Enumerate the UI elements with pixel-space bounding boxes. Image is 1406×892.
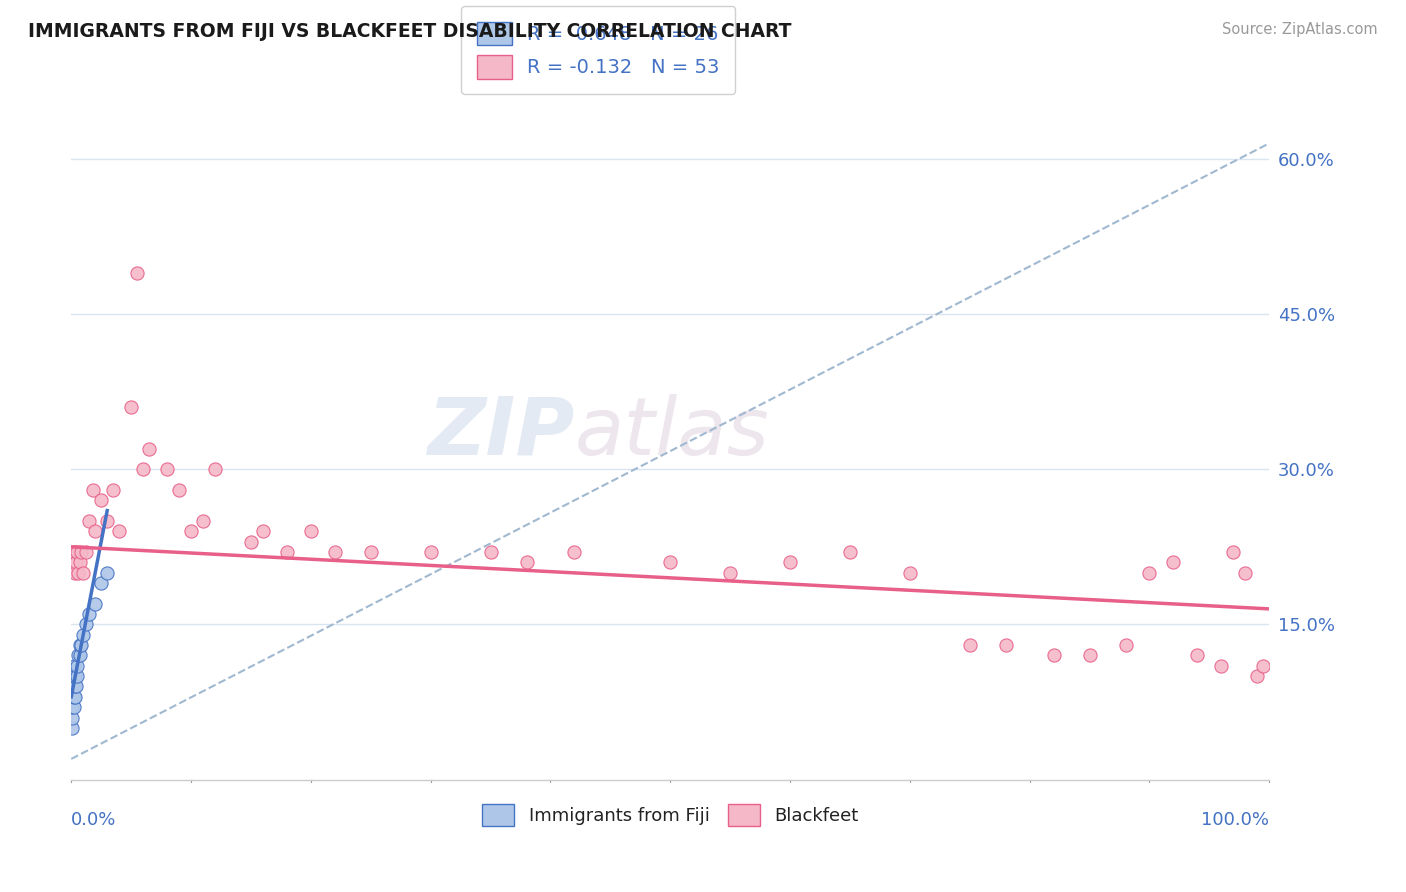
Point [180,524,202,539]
Point [90,576,112,591]
Point [96,514,118,528]
Point [82,483,104,497]
Point [75,617,97,632]
Point [69,545,91,559]
Point [515,555,537,569]
Point [1078,648,1101,663]
Point [62,721,84,735]
Point [564,545,586,559]
Point [138,442,160,456]
Text: IMMIGRANTS FROM FIJI VS BLACKFEET DISABILITY CORRELATION CHART: IMMIGRANTS FROM FIJI VS BLACKFEET DISABI… [28,22,792,41]
Point [62,700,84,714]
Point [77,607,100,621]
Point [839,545,862,559]
Point [66,545,89,559]
Point [1163,555,1185,569]
Point [66,658,89,673]
Point [67,566,90,580]
Point [72,628,94,642]
Point [101,483,124,497]
Point [69,638,91,652]
Point [276,545,298,559]
Point [62,710,84,724]
Point [132,462,155,476]
Point [1042,648,1064,663]
Point [659,555,682,569]
Point [62,690,84,704]
Point [239,534,262,549]
Point [1115,638,1137,652]
Point [65,680,87,694]
Text: 100.0%: 100.0% [1201,811,1270,829]
Point [84,597,107,611]
Point [898,566,921,580]
Point [360,545,382,559]
Point [66,669,89,683]
Point [156,462,179,476]
Point [62,658,84,673]
Point [204,462,226,476]
Point [167,483,190,497]
Point [718,566,741,580]
Text: ZIP: ZIP [427,394,575,472]
Point [63,680,86,694]
Text: atlas: atlas [575,394,769,472]
Point [479,545,502,559]
Point [1253,658,1275,673]
Point [69,638,91,652]
Point [62,690,84,704]
Point [67,648,90,663]
Point [120,400,142,414]
Point [62,700,84,714]
Point [69,555,91,569]
Point [72,566,94,580]
Point [959,638,981,652]
Point [779,555,801,569]
Point [62,669,84,683]
Point [1246,669,1268,683]
Point [252,524,274,539]
Point [1139,566,1161,580]
Point [63,669,86,683]
Point [1234,566,1257,580]
Point [62,545,84,559]
Point [994,638,1017,652]
Point [323,545,346,559]
Point [96,566,118,580]
Point [65,555,87,569]
Point [191,514,214,528]
Point [63,566,86,580]
Point [62,680,84,694]
Legend: Immigrants from Fiji, Blackfeet: Immigrants from Fiji, Blackfeet [474,797,866,833]
Point [127,266,149,280]
Point [419,545,441,559]
Point [108,524,131,539]
Point [69,648,91,663]
Point [299,524,322,539]
Point [84,524,107,539]
Point [77,514,100,528]
Point [1187,648,1209,663]
Point [90,493,112,508]
Point [1222,545,1244,559]
Text: 0.0%: 0.0% [72,811,117,829]
Point [75,545,97,559]
Point [62,680,84,694]
Point [1211,658,1233,673]
Point [63,690,86,704]
Text: Source: ZipAtlas.com: Source: ZipAtlas.com [1222,22,1378,37]
